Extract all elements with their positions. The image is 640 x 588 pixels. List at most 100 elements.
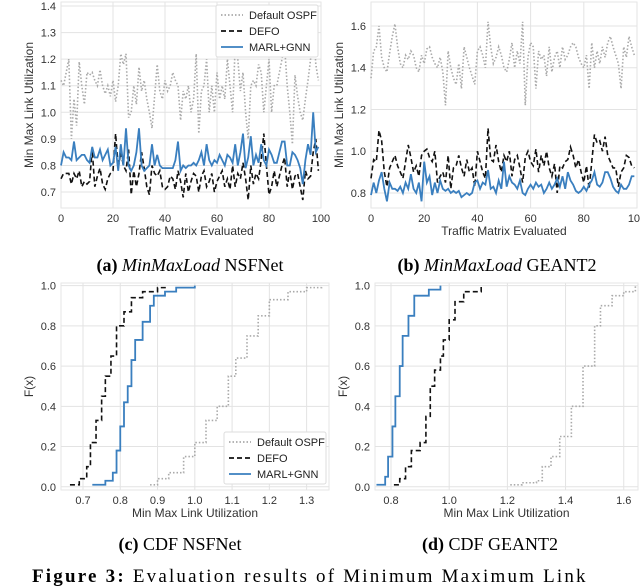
x-tick-label: 1.6 xyxy=(616,495,631,507)
x-tick-label: 0.8 xyxy=(113,495,128,507)
subcaption-italic: MinMaxLoad xyxy=(424,255,522,275)
plot-area xyxy=(374,282,639,491)
legend-label: MARL+GNN xyxy=(257,469,318,481)
y-tick-label: 1.6 xyxy=(351,21,366,33)
subcaption-tag: (c) xyxy=(118,534,139,554)
series-line-defo xyxy=(60,133,320,201)
x-tick-label: 1.0 xyxy=(442,495,457,507)
series-line-marl-gnn xyxy=(92,285,196,486)
x-tick-label: 40 xyxy=(159,213,171,225)
x-tick-label: 1.2 xyxy=(500,495,515,507)
legend-label: DEFO xyxy=(257,453,288,465)
x-tick-label: 1.1 xyxy=(224,495,239,507)
x-axis-label: Traffic Matrix Evaluated xyxy=(128,224,253,238)
y-axis-label: Min Max Link Utilization xyxy=(332,42,346,168)
x-tick-label: 40 xyxy=(471,213,483,225)
y-tick-label: 0.8 xyxy=(351,188,366,200)
x-tick-label: 1.0 xyxy=(187,495,202,507)
figure-caption: Figure 3: Evaluation results of Minimum … xyxy=(32,566,588,588)
x-tick-label: 80 xyxy=(263,213,275,225)
series-line-default-ospf xyxy=(510,285,637,486)
x-tick-label: 0.9 xyxy=(150,495,165,507)
y-tick-label: 0.8 xyxy=(41,321,56,333)
y-axis-label: Min Max Link Utilization xyxy=(22,42,36,168)
y-tick-label: 0.8 xyxy=(355,321,370,333)
x-axis-label: Traffic Matrix Evaluated xyxy=(441,224,566,238)
y-tick-label: 1.0 xyxy=(351,146,366,158)
y-tick-label: 1.2 xyxy=(351,104,366,116)
series-line-default-ospf xyxy=(60,19,320,145)
series-line-defo xyxy=(69,285,166,486)
legend: Default OSPF DEFO MARL+GNN xyxy=(215,4,319,58)
series-line-default-ospf xyxy=(150,285,323,486)
y-tick-label: 1.0 xyxy=(41,281,56,293)
x-tick-label: 0.8 xyxy=(383,495,398,507)
y-tick-label: 1.4 xyxy=(351,63,366,75)
x-tick-label: 20 xyxy=(107,213,119,225)
plot-area xyxy=(370,1,638,209)
x-tick-label: 1.3 xyxy=(299,495,314,507)
x-tick-label: 1.2 xyxy=(262,495,277,507)
x-tick-label: 80 xyxy=(578,213,590,225)
x-axis-label: Min Max Link Utilization xyxy=(132,506,258,520)
x-axis-label: Min Max Link Utilization xyxy=(443,506,569,520)
subcaption-text: CDF NSFNet xyxy=(142,534,242,554)
y-tick-label: 0.7 xyxy=(41,187,56,199)
y-tick-label: 0.0 xyxy=(355,482,370,494)
y-tick-label: 1.0 xyxy=(41,107,56,119)
chart-0: 0 20 40 60 80 100 0.7 0.8 0.9 1.0 1.1 1.2 1.3 1.4 Traf… xyxy=(22,1,330,238)
x-tick-label: 0 xyxy=(368,213,374,225)
y-tick-label: 0.2 xyxy=(41,442,56,454)
subcaption-b: (b) MinMaxLoad GEANT2 xyxy=(398,255,597,276)
y-axis-label: F(x) xyxy=(336,376,350,397)
legend-label: Default OSPF xyxy=(249,10,317,22)
subcaption-italic: MinMaxLoad xyxy=(121,255,220,275)
y-tick-label: 0.6 xyxy=(355,361,370,373)
legend-label: Default OSPF xyxy=(257,437,325,449)
x-tick-label: 0 xyxy=(58,213,64,225)
legend-box xyxy=(215,4,319,58)
subcaption-c: (c) CDF NSFNet xyxy=(118,534,241,555)
subcaption-tag: (d) xyxy=(421,534,444,554)
subcaption-d: (d) CDF GEANT2 xyxy=(422,534,558,555)
chart-1: 0 20 40 60 80 100 0.8 1.0 1.2 1.4 1.6 Traffic Matri… xyxy=(332,1,640,238)
x-tick-label: 60 xyxy=(524,213,536,225)
figure-caption-text: Evaluation results of Minimum Maximum Li… xyxy=(132,566,588,587)
series-line-marl-gnn xyxy=(60,112,320,185)
subcaption-text: GEANT2 xyxy=(526,255,597,275)
y-tick-label: 0.6 xyxy=(41,361,56,373)
y-tick-label: 0.4 xyxy=(41,401,56,413)
x-tick-label: 1.4 xyxy=(558,495,573,507)
subcaption-text: NSFNet xyxy=(224,255,284,275)
y-tick-label: 1.0 xyxy=(355,281,370,293)
subcaption-a: (a) MinMaxLoad NSFNet xyxy=(96,255,283,276)
x-tick-label: 20 xyxy=(418,213,430,225)
series-line-marl-gnn xyxy=(370,161,635,202)
x-tick-label: 100 xyxy=(628,213,640,225)
subcaption-tag: (a) xyxy=(96,255,118,275)
legend: Default OSPF DEFO MARL+GNN xyxy=(223,431,327,485)
y-axis-label: F(x) xyxy=(22,376,36,397)
subcaption-tag: (b) xyxy=(397,255,420,275)
chart-2: 0.7 0.8 0.9 1.0 1.1 1.2 1.30.00.20.40.60.81.0M… xyxy=(22,281,330,520)
x-tick-label: 60 xyxy=(211,213,223,225)
x-tick-label: 100 xyxy=(312,213,330,225)
subcaption-text: CDF GEANT2 xyxy=(448,534,559,554)
series-line-default-ospf xyxy=(370,21,636,106)
y-tick-label: 1.1 xyxy=(41,81,56,93)
series-line-marl-gnn xyxy=(376,285,442,486)
figure-label: Figure 3: xyxy=(32,566,126,587)
series-line-defo xyxy=(370,128,635,194)
legend-label: MARL+GNN xyxy=(249,42,310,54)
y-tick-label: 0.8 xyxy=(41,160,56,172)
y-tick-label: 0.2 xyxy=(355,442,370,454)
x-tick-label: 0.7 xyxy=(75,495,90,507)
y-tick-label: 0.0 xyxy=(41,482,56,494)
series-line-defo xyxy=(393,285,482,486)
legend-label: DEFO xyxy=(249,26,280,38)
y-tick-label: 1.2 xyxy=(41,54,56,66)
y-tick-label: 0.9 xyxy=(41,134,56,146)
y-tick-label: 0.4 xyxy=(355,401,370,413)
